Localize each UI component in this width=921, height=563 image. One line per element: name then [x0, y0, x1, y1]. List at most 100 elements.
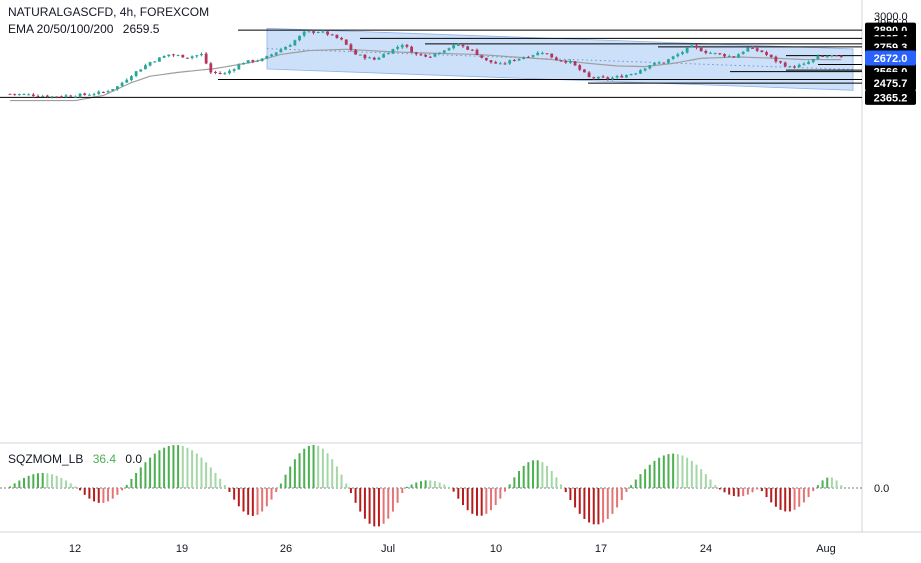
candle-up [27, 94, 31, 96]
candle-down [424, 54, 428, 57]
candle-up [737, 54, 740, 58]
histogram-bar [611, 488, 614, 514]
histogram-bar [233, 488, 236, 500]
candle-down [554, 57, 558, 61]
histogram-bar [247, 488, 250, 515]
candle-down [214, 71, 217, 73]
level-tag: 2475.7 [874, 78, 908, 90]
histogram-bar [555, 477, 558, 488]
candle-up [597, 76, 600, 79]
histogram-bar [476, 488, 478, 516]
histogram-bar [326, 453, 329, 488]
oscillator-zero-label: 0.0 [874, 483, 889, 495]
time-tick-label: Aug [816, 543, 836, 555]
candle-down [839, 55, 843, 58]
histogram-bar [382, 488, 385, 524]
candle-up [797, 64, 801, 68]
candle-down [779, 61, 782, 63]
candle-down [31, 94, 35, 97]
price-axis[interactable]: 2400.02450.02500.02550.02600.02650.02700… [865, 11, 916, 495]
histogram-bar [546, 465, 549, 488]
symbol-legend[interactable]: NATURALGASCFD, 4h, FOREXCOM [8, 5, 209, 19]
histogram-bar [219, 478, 222, 488]
candle-up [293, 40, 297, 46]
ema-line [10, 48, 842, 102]
candle-down [545, 53, 549, 55]
channel-midline [266, 48, 854, 71]
histogram-bar [121, 488, 124, 491]
candle-up [368, 57, 371, 59]
candle-up [611, 77, 614, 80]
time-tick-label: 10 [490, 543, 502, 555]
candle-up [433, 53, 437, 57]
histogram-bar [784, 488, 787, 512]
histogram-bar [807, 488, 810, 498]
oscillator-value: 36.4 [92, 452, 117, 466]
histogram-bar [616, 488, 619, 508]
candle-down [512, 59, 516, 61]
candle-down [723, 54, 726, 57]
histogram-bar [728, 488, 731, 495]
histogram-bar [424, 480, 427, 488]
histogram-bar [634, 479, 637, 488]
candle-up [625, 75, 628, 78]
histogram-bar [714, 485, 717, 488]
candle-up [120, 82, 124, 86]
candle-down [583, 69, 586, 73]
candle-up [396, 46, 400, 49]
candle-down [349, 44, 353, 51]
histogram-bar [377, 488, 380, 527]
candle-up [130, 76, 133, 81]
candle-down [573, 61, 577, 66]
oscillator-legend[interactable]: SQZMOM_LB 36.4 0.0 [8, 452, 142, 466]
histogram-bar [788, 488, 791, 512]
candle-down [326, 31, 329, 35]
price-channel [266, 27, 854, 91]
histogram-bar [700, 469, 703, 488]
candle-up [648, 65, 652, 69]
histogram-bar [583, 488, 586, 519]
histogram-bar [826, 477, 829, 488]
candle-up [321, 31, 325, 33]
candle-up [657, 62, 661, 64]
histogram-bar [27, 475, 30, 488]
candle-up [139, 69, 143, 72]
candle-up [391, 48, 395, 54]
histogram-bar [298, 453, 301, 488]
histogram-bar [55, 475, 58, 488]
candle-down [592, 77, 596, 79]
ema-legend[interactable]: EMA 20/50/100/200 2659.5 [8, 22, 159, 36]
histogram-bar [349, 488, 352, 494]
candle-down [494, 62, 498, 64]
histogram-bar [461, 488, 464, 506]
histogram-bar [569, 488, 572, 501]
histogram-bar [709, 479, 712, 488]
candle-up [830, 55, 834, 57]
time-axis[interactable]: 12 19 26 Jul 10 17 24 Aug [69, 543, 836, 555]
candle-up [242, 62, 245, 65]
candle-down [601, 76, 605, 78]
candle-up [667, 59, 670, 63]
histogram-bar [391, 488, 394, 512]
candle-up [106, 91, 110, 93]
histogram-bar [387, 488, 390, 519]
histogram-bar [723, 488, 726, 493]
histogram-bar [195, 453, 198, 488]
histogram-bar [32, 474, 35, 488]
histogram-bar [527, 462, 530, 488]
histogram-bar [690, 460, 693, 488]
histogram-bar [251, 488, 254, 516]
histogram-bar [401, 488, 404, 494]
histogram-bar [177, 445, 180, 488]
candle-down [480, 55, 484, 58]
histogram-bar [662, 455, 665, 488]
histogram-bar [289, 466, 292, 488]
histogram-bar [41, 472, 44, 488]
histogram-bar [802, 488, 805, 503]
candle-up [288, 45, 292, 47]
candle-up [307, 31, 311, 33]
candle-down [760, 50, 764, 53]
candle-up [256, 60, 259, 62]
histogram-bar [658, 457, 661, 488]
